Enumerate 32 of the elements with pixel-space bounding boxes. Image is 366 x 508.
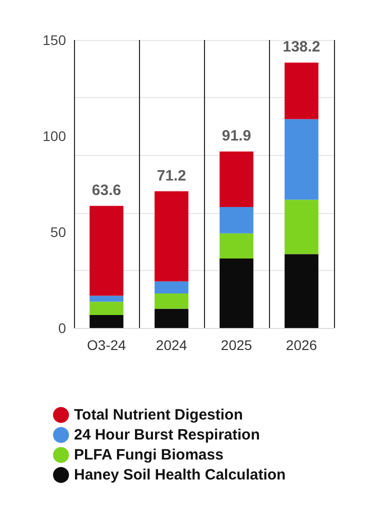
total-label: 91.9 bbox=[222, 128, 252, 145]
legend-label: 24 Hour Burst Respiration bbox=[74, 426, 260, 444]
x-tick-label: 2025 bbox=[220, 337, 252, 353]
bar bbox=[154, 293, 188, 309]
total-label: 63.6 bbox=[92, 182, 122, 199]
y-tick-label: 50 bbox=[50, 224, 66, 240]
x-tick-label: 2026 bbox=[286, 337, 318, 353]
x-tick-label: O3-24 bbox=[87, 337, 126, 353]
total-label: 138.2 bbox=[282, 38, 320, 56]
bar bbox=[284, 119, 318, 200]
total-label: 71.2 bbox=[156, 167, 186, 184]
bar bbox=[284, 62, 318, 120]
bar bbox=[154, 308, 188, 328]
bar bbox=[154, 191, 188, 282]
bar bbox=[154, 281, 188, 294]
bar bbox=[90, 314, 124, 328]
legend-label: Haney Soil Health Calculation bbox=[74, 466, 286, 484]
bar bbox=[90, 206, 124, 296]
bar bbox=[284, 254, 318, 328]
x-tick-label: 2024 bbox=[156, 337, 188, 353]
y-tick-label: 0 bbox=[58, 320, 66, 336]
bar bbox=[90, 302, 124, 315]
bar bbox=[220, 152, 254, 208]
bar bbox=[220, 258, 254, 328]
bar bbox=[90, 296, 124, 302]
bar bbox=[284, 200, 318, 254]
legend-label: PLFA Fungi Biomass bbox=[74, 446, 224, 464]
legend-label: Total Nutrient Digestion bbox=[74, 406, 243, 424]
y-tick-label: 100 bbox=[42, 128, 66, 144]
y-tick-label: 150 bbox=[42, 32, 66, 48]
bar bbox=[220, 233, 254, 258]
bar bbox=[220, 207, 254, 234]
